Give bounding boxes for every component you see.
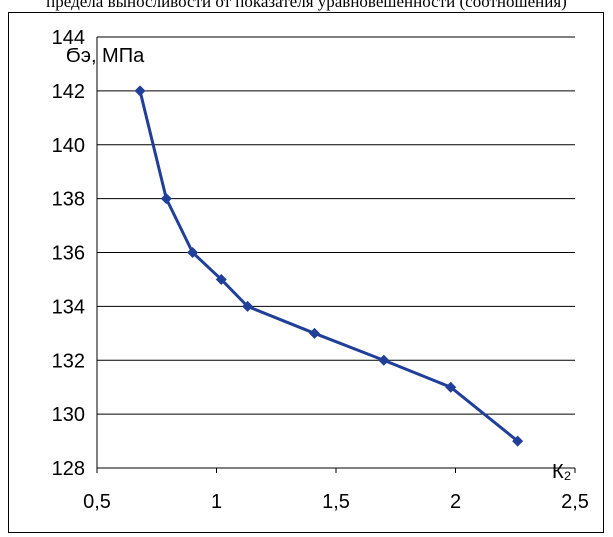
axes — [96, 37, 576, 473]
x-tick-label-1,5: 1,5 — [322, 491, 350, 513]
data-point-marker — [242, 300, 254, 312]
x-tick-label-0,5: 0,5 — [83, 491, 111, 513]
data-point-marker — [512, 435, 524, 447]
y-tick-label-134: 134 — [52, 296, 85, 318]
x-axis-label: К₂ — [552, 461, 571, 483]
x-tick-label-2: 2 — [450, 491, 461, 513]
chart-caption: предела выносливости от показателя уравн… — [46, 0, 567, 11]
gridlines — [97, 36, 575, 415]
y-axis-label: Ϭэ, МПа — [66, 45, 145, 67]
data-point-marker — [445, 381, 457, 393]
data-point-marker — [378, 354, 390, 366]
series-line — [138, 90, 519, 443]
data-point-marker — [308, 327, 320, 339]
data-point-marker — [215, 273, 227, 285]
data-point-marker — [160, 193, 172, 205]
y-tick-label-144: 144 — [52, 27, 85, 49]
x-tick-label-2,5: 2,5 — [561, 491, 589, 513]
y-tick-label-130: 130 — [52, 404, 85, 426]
y-tick-labels: 128 130 132 134 136 138 140 142 144 — [52, 27, 85, 480]
y-tick-label-136: 136 — [52, 243, 85, 265]
data-point-marker — [134, 85, 146, 97]
y-tick-label-128: 128 — [52, 458, 85, 480]
data-series — [134, 85, 524, 447]
data-point-marker — [187, 247, 199, 258]
x-tick-label-1: 1 — [211, 491, 222, 513]
y-tick-label-140: 140 — [52, 135, 85, 157]
y-tick-label-142: 142 — [52, 81, 85, 103]
chart-frame: 128 130 132 134 136 138 140 142 144 0,5 1 1,5 2 2,5 … — [8, 12, 604, 533]
y-tick-label-132: 132 — [52, 350, 85, 372]
y-tick-label-138: 138 — [52, 189, 85, 211]
x-tick-labels: 0,5 1 1,5 2 2,5 — [83, 491, 589, 513]
